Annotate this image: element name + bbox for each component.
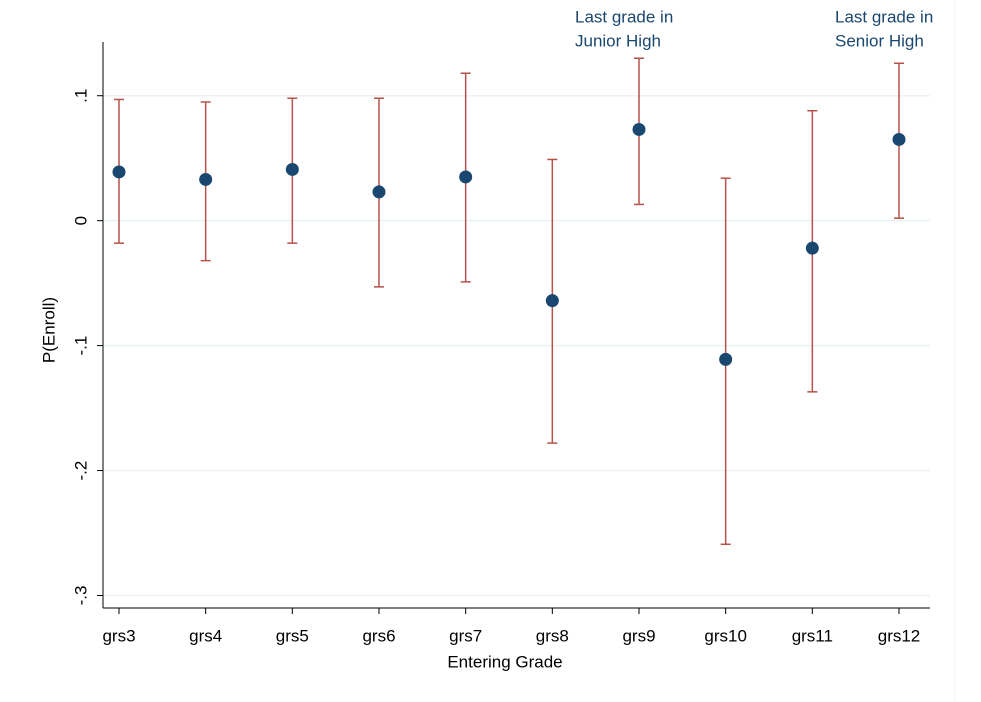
x-tick-label: grs9 [622,626,655,645]
point [892,132,906,146]
annotation: Senior High [835,31,924,50]
annotation: Last grade in [835,7,933,26]
x-tick-label: grs6 [362,626,395,645]
point [285,162,299,176]
x-tick-label: grs8 [536,626,569,645]
x-tick-label: grs12 [878,626,921,645]
x-tick-label: grs7 [449,626,482,645]
point [545,294,559,308]
x-tick-label: grs10 [704,626,747,645]
y-tick-label: -.2 [71,461,90,481]
point [805,241,819,255]
y-axis-title: P(Enroll) [39,297,58,363]
y-tick-label: -.1 [71,336,90,356]
y-tick-label: -.3 [71,586,90,606]
x-tick-label: grs3 [102,626,135,645]
x-axis-title: Entering Grade [447,652,562,671]
x-tick-label: grs5 [276,626,309,645]
point [632,122,646,136]
x-tick-label: grs4 [189,626,222,645]
annotation: Last grade in [575,7,673,26]
point [372,185,386,199]
point [199,172,213,186]
point [459,170,473,184]
x-tick-label: grs11 [792,626,833,645]
y-tick-label: 0 [71,216,90,225]
point [719,352,733,366]
point [112,165,126,179]
annotation: Junior High [575,31,661,50]
y-tick-label: .1 [71,89,90,103]
